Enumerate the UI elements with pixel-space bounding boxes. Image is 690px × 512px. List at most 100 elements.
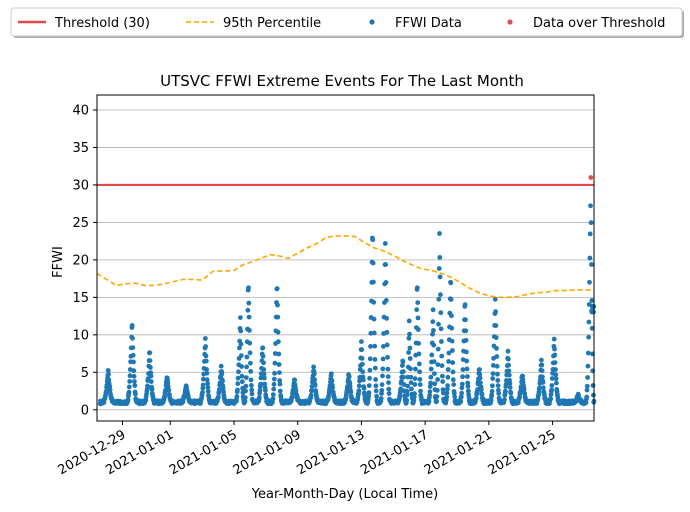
ffwi-point	[276, 362, 282, 367]
ffwi-point	[373, 383, 379, 389]
ffwi-point	[505, 348, 511, 354]
ffwi-point	[507, 381, 513, 386]
ffwi-point	[438, 292, 443, 298]
ffwi-point	[430, 319, 436, 325]
ffwi-point	[248, 377, 254, 383]
ffwi-point	[490, 371, 496, 376]
x-axis-label: Year-Month-Day (Local Time)	[251, 487, 438, 502]
ffwi-point	[329, 378, 335, 384]
ffwi-point	[445, 367, 451, 372]
ffwi-point	[449, 313, 454, 319]
ffwi-point	[586, 334, 591, 340]
ffwi-point	[277, 381, 283, 387]
ffwi-point	[203, 358, 209, 364]
ffwi-point	[359, 356, 365, 361]
ffwi-point	[384, 329, 390, 335]
ffwi-point	[412, 376, 418, 381]
ffwi-point	[380, 356, 386, 362]
ffwi-point	[239, 373, 245, 379]
ffwi-point	[105, 368, 111, 373]
ffwi-point	[131, 359, 136, 365]
ffwi-point	[429, 352, 435, 358]
ffwi-point	[132, 379, 137, 384]
ffwi-point	[539, 368, 545, 374]
ffwi-point	[426, 399, 432, 404]
ffwi-point	[371, 316, 377, 322]
x-tick-label: 2021-01-05	[167, 427, 240, 478]
ffwi-point	[368, 330, 374, 336]
ffwi-point	[448, 297, 454, 302]
ffwi-point	[465, 384, 471, 389]
data-points	[97, 175, 597, 407]
ffwi-point	[494, 354, 500, 359]
ffwi-point	[346, 374, 352, 380]
ffwi-point	[248, 360, 253, 366]
y-tick-label: 10	[72, 328, 89, 343]
ffwi-point	[289, 394, 295, 400]
ffwi-point	[400, 369, 406, 374]
ffwi-point	[444, 390, 450, 396]
ffwi-point	[242, 398, 248, 404]
ffwi-point	[143, 397, 149, 403]
ffwi-point	[165, 380, 171, 386]
percentile-line	[96, 235, 594, 299]
ffwi-point	[362, 392, 367, 398]
ffwi-point	[409, 386, 414, 392]
ffwi-point	[405, 383, 410, 389]
ffwi-point	[383, 298, 389, 303]
ffwi-point	[248, 369, 254, 374]
ffwi-point	[130, 335, 135, 341]
ffwi-point	[239, 364, 245, 369]
ffwi-point	[585, 375, 590, 380]
ffwi-point	[386, 386, 392, 392]
ffwi-point	[380, 373, 385, 379]
ffwi-point	[508, 390, 514, 396]
ffwi-point	[373, 377, 378, 382]
ffwi-point	[380, 366, 386, 372]
ffwi-point	[464, 358, 470, 364]
ffwi-point	[378, 396, 384, 401]
ffwi-point	[479, 391, 485, 397]
ffwi-point	[311, 364, 316, 370]
ffwi-point	[312, 383, 318, 388]
ffwi-point	[584, 383, 590, 389]
ffwi-point	[357, 378, 362, 384]
ffwi-point	[427, 384, 433, 389]
ffwi-point	[147, 358, 153, 363]
ffwi-point	[552, 346, 557, 352]
ffwi-point	[414, 285, 420, 291]
ffwi-point	[147, 350, 153, 356]
ffwi-point	[464, 366, 470, 372]
ffwi-point	[406, 335, 412, 341]
ffwi-point	[261, 371, 267, 377]
ffwi-point	[416, 351, 422, 357]
ffwi-point	[359, 347, 365, 353]
legend-ffwi-swatch	[369, 19, 375, 25]
ffwi-point	[166, 387, 172, 393]
ffwi-point	[506, 368, 512, 374]
ffwi-point	[553, 367, 558, 372]
ffwi-point	[165, 383, 171, 389]
ffwi-point	[489, 388, 495, 394]
ffwi-point	[450, 360, 456, 365]
ffwi-point	[238, 328, 244, 334]
ffwi-point	[372, 365, 378, 371]
ffwi-point	[270, 396, 276, 402]
ffwi-point	[537, 385, 542, 391]
ffwi-point	[205, 385, 211, 390]
ffwi-point	[272, 370, 277, 376]
ffwi-point	[245, 307, 251, 313]
ffwi-point	[312, 377, 317, 383]
ffwi-point	[271, 386, 277, 392]
ffwi-point	[249, 387, 255, 393]
ffwi-point	[398, 386, 404, 392]
y-tick-label: 25	[72, 216, 89, 231]
ffwi-point	[330, 385, 335, 391]
ffwi-point	[145, 383, 150, 389]
ffwi-point	[244, 364, 250, 370]
ffwi-point	[400, 359, 406, 365]
ffwi-point	[126, 389, 132, 395]
ffwi-point	[495, 383, 501, 388]
y-tick-label: 20	[72, 253, 89, 268]
ffwi-point	[553, 376, 559, 382]
